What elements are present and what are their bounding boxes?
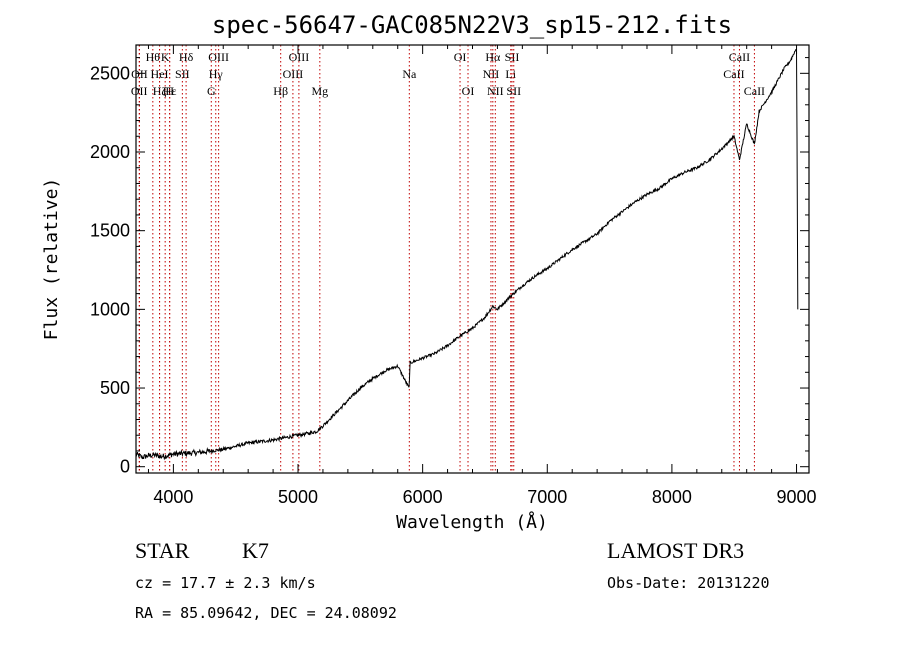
line-label-25: SII [506, 84, 521, 98]
line-label-19: OI [462, 84, 475, 98]
y-tick-label-4: 2000 [90, 142, 130, 162]
object-class: STAR [135, 538, 190, 563]
y-axis: 0 500 1000 1500 2000 2500 [90, 57, 809, 477]
line-label-13: Hβ [273, 84, 288, 98]
line-label-7: H [165, 84, 174, 98]
y-tick-label-3: 1500 [90, 221, 130, 241]
line-label-28: CaII [744, 84, 765, 98]
line-label-10: G [207, 84, 216, 98]
y-axis-title: Flux (relative) [41, 178, 62, 341]
line-label-17: Na [402, 67, 417, 81]
line-label-26: CaII [723, 67, 744, 81]
line-label-8: SII [175, 67, 190, 81]
x-tick-label-3: 7000 [527, 487, 567, 507]
line-label-27: CaII [729, 50, 750, 64]
line-label-6: Hε [163, 84, 177, 98]
plot-frame [135, 44, 810, 474]
line-label-22: NII [487, 84, 504, 98]
y-tick-label-1: 500 [100, 378, 130, 398]
x-axis-title: Wavelength (Å) [396, 511, 548, 533]
spectrum-series [135, 48, 799, 461]
x-tick-label-0: 4000 [153, 487, 193, 507]
line-label-24: SII [505, 50, 520, 64]
line-label-15: OIII [289, 50, 310, 64]
chart-title: spec-56647-GAC085N22V3_sp15-212.fits [212, 11, 732, 39]
line-label-4: HeI [151, 67, 169, 81]
line-label-3: Hζ [153, 84, 167, 98]
survey-label: LAMOST DR3 [607, 538, 745, 563]
x-tick-label-2: 6000 [403, 487, 443, 507]
line-label-5: K [161, 50, 170, 64]
x-tick-label-4: 8000 [652, 487, 692, 507]
line-label-14: OIII [283, 67, 304, 81]
line-label-16: Mg [311, 84, 328, 98]
line-label-12: OIII [208, 50, 229, 64]
observation-date: Obs-Date: 20131220 [607, 574, 770, 592]
line-label-18: OI [454, 50, 467, 64]
y-tick-label-0: 0 [120, 457, 130, 477]
line-label-21: Hα [485, 50, 501, 64]
redshift-velocity: cz = 17.7 ± 2.3 km/s [135, 574, 316, 592]
line-label-9: Hδ [179, 50, 194, 64]
series-flux [135, 48, 799, 461]
line-label-0: Hθ [146, 50, 161, 64]
line-label-2: OII [131, 84, 148, 98]
line-label-11: Hγ [209, 67, 224, 81]
x-tick-label-1: 5000 [278, 487, 318, 507]
x-tick-label-5: 9000 [777, 487, 817, 507]
y-tick-label-5: 2500 [90, 63, 130, 83]
object-subclass: K7 [242, 538, 269, 563]
x-axis: 4000 5000 6000 7000 8000 9000 [147, 45, 817, 507]
line-label-20: NII [483, 67, 500, 81]
y-tick-label-2: 1000 [90, 299, 130, 319]
line-label-23: Li [505, 67, 516, 81]
sky-coordinates: RA = 85.09642, DEC = 24.08092 [135, 604, 397, 622]
